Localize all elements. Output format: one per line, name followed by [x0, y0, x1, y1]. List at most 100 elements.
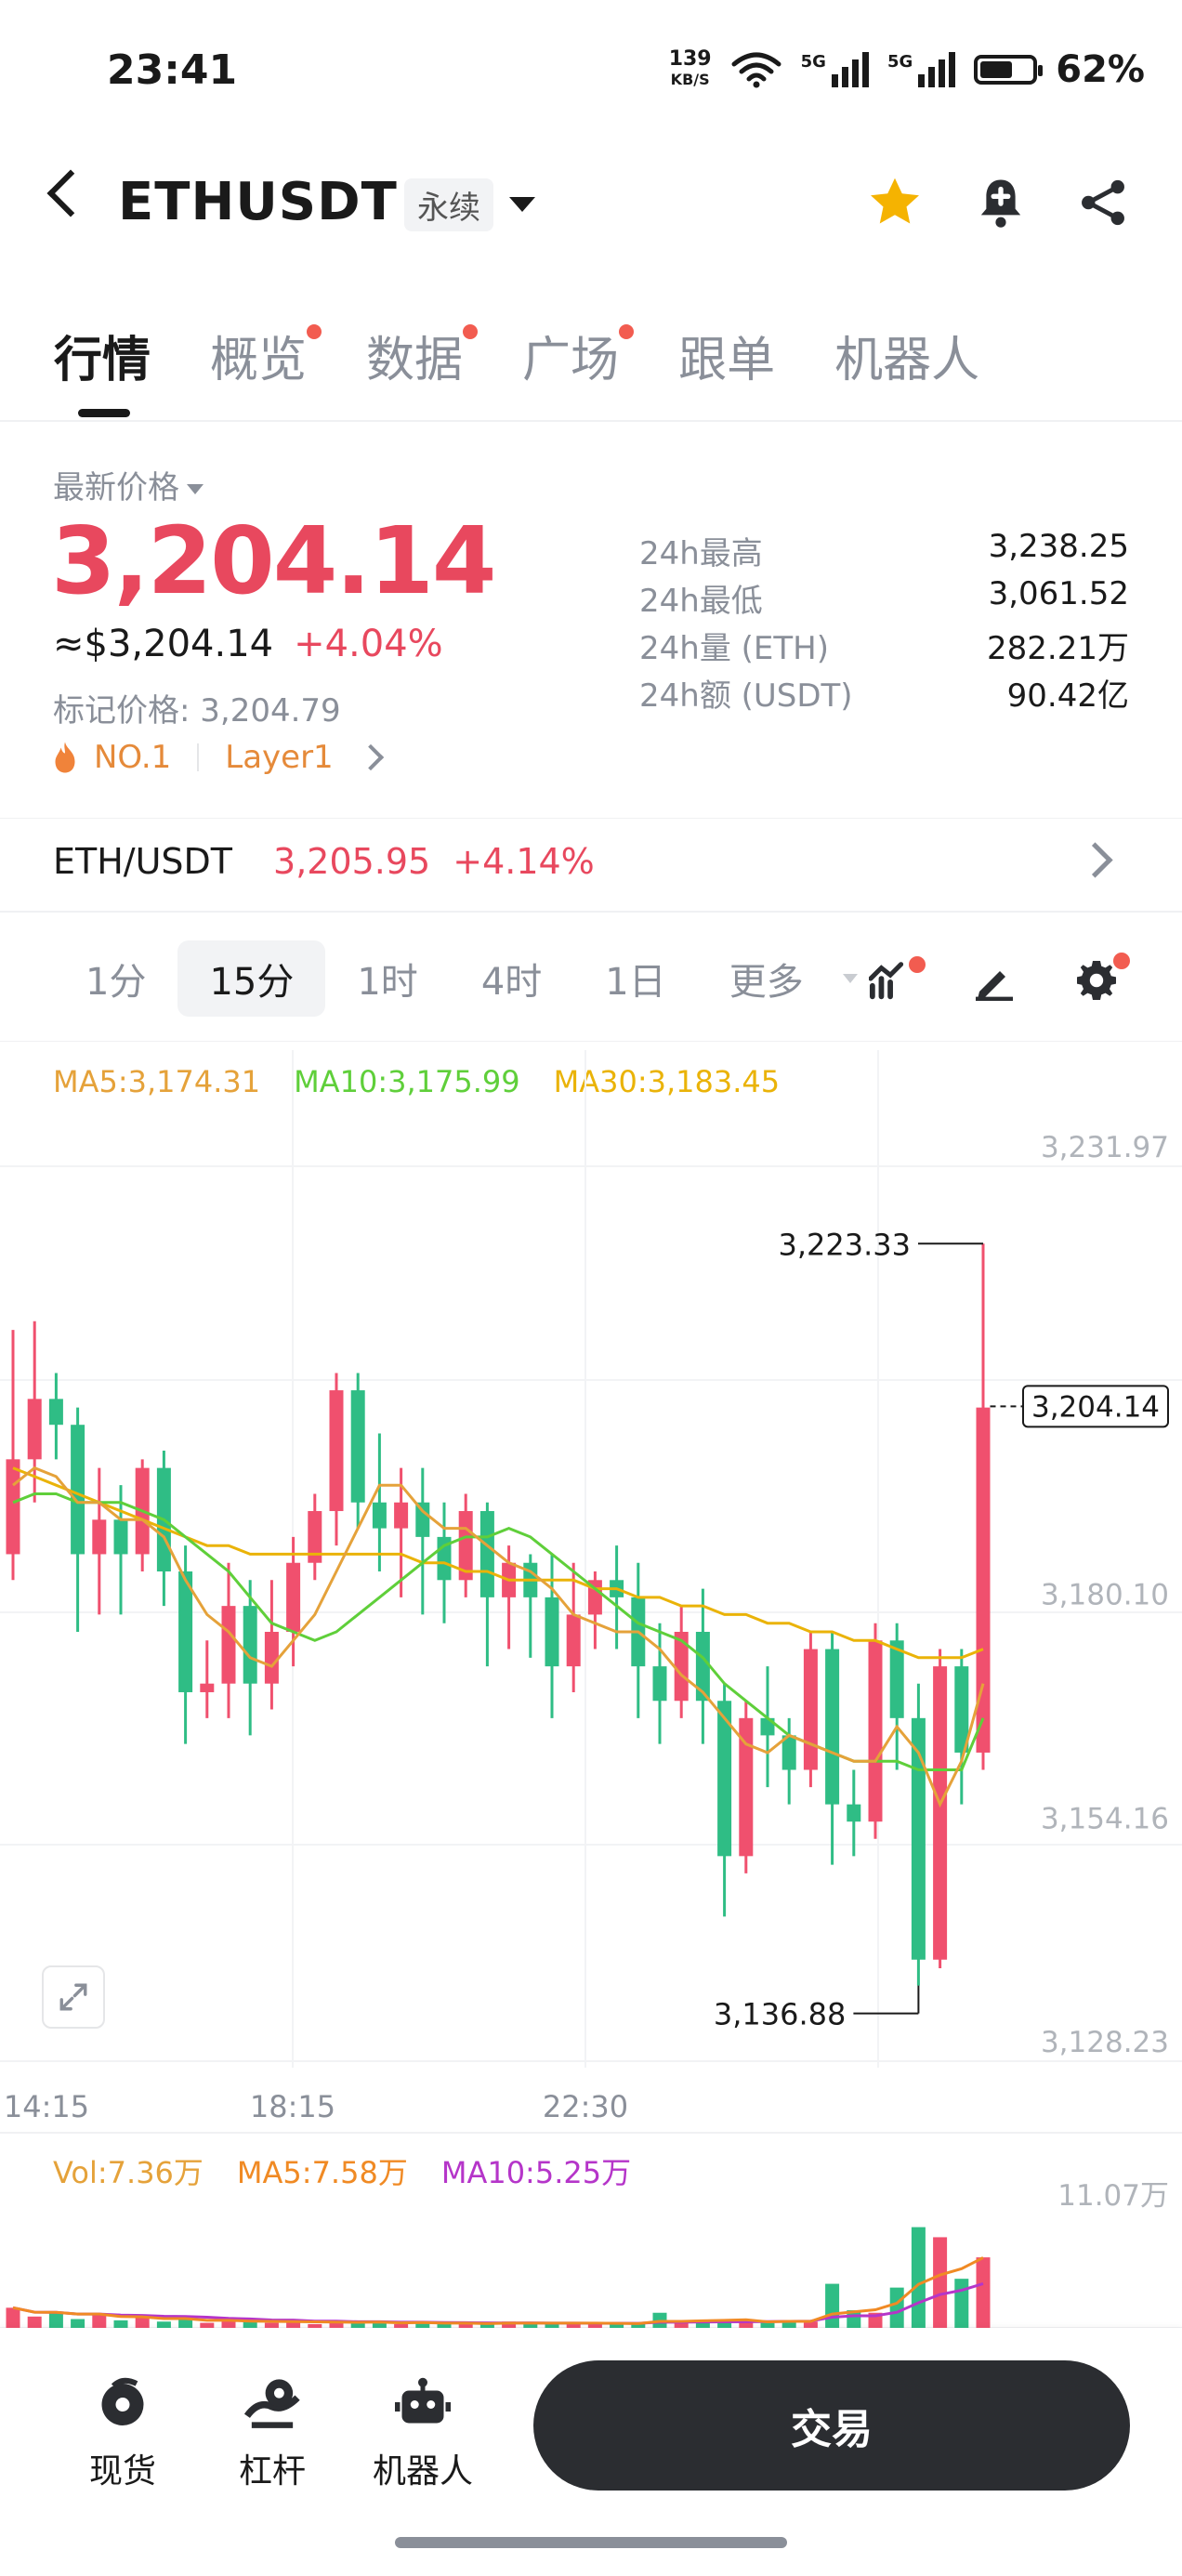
candle-body: [27, 1399, 42, 1460]
spot-coin-icon: [67, 2370, 178, 2435]
interval-3[interactable]: 4时: [480, 961, 543, 1004]
candle-body: [372, 1502, 387, 1529]
chevron-right-icon[interactable]: [1077, 842, 1113, 878]
candle-body: [221, 1606, 236, 1684]
candle-body: [976, 1407, 991, 1753]
interval-divider: [0, 1041, 1182, 1042]
price-divider: [0, 818, 1182, 819]
home-indicator[interactable]: [395, 2537, 787, 2548]
interval-2[interactable]: 1时: [357, 961, 418, 1004]
volume-bar: [523, 2322, 538, 2328]
volume-bar: [954, 2279, 969, 2328]
mark-price: 标记价格: 3,204.79: [53, 692, 341, 729]
vol-legend-2: MA10:5.25万: [440, 2155, 632, 2190]
expand-icon: [59, 1983, 87, 2011]
interval-5[interactable]: 更多: [729, 961, 804, 1004]
latest-price-label[interactable]: 最新价格: [53, 462, 204, 507]
share-icon[interactable]: [1073, 173, 1133, 232]
candle-body: [889, 1640, 904, 1718]
x-tick-label: 22:30: [543, 2089, 628, 2124]
battery-percent: 62%: [1056, 48, 1145, 91]
candle-body: [717, 1701, 732, 1857]
volume-bar: [221, 2320, 236, 2328]
tab-4[interactable]: 跟单: [678, 321, 775, 390]
volume-bar: [458, 2322, 473, 2328]
interval-4[interactable]: 1日: [605, 961, 666, 1004]
volume-bar: [803, 2321, 818, 2328]
nav-margin-label: 杠杆: [238, 2452, 306, 2491]
net-speed: 139 KB/S: [668, 47, 712, 89]
volume-bar: [566, 2322, 581, 2328]
volume-bar: [243, 2321, 257, 2328]
volume-bar: [329, 2321, 344, 2328]
price-alert-bell-icon[interactable]: [971, 173, 1031, 232]
stat-value: 282.21万: [987, 630, 1129, 667]
settings-gear-icon[interactable]: [1069, 953, 1130, 1008]
volume-bar: [911, 2227, 926, 2328]
volume-bar: [933, 2237, 948, 2328]
volume-bar: [264, 2322, 279, 2328]
vol-legend-1: MA5:7.58万: [236, 2155, 408, 2190]
candlestick-chart[interactable]: 3,231.97 3,180.10 3,154.16 3,128.23 14:15 18:…: [0, 1050, 1182, 2328]
stat-label: 24h最低: [639, 583, 763, 620]
tab-notification-dot: [619, 324, 635, 339]
tab-notification-dot: [307, 324, 322, 339]
volume-bar: [350, 2322, 365, 2328]
related-pair-row[interactable]: ETH/USDT 3,205.95 +4.14%: [53, 841, 595, 882]
candle-body: [113, 1519, 128, 1555]
pair-divider: [0, 911, 1182, 913]
candle-body: [545, 1597, 559, 1667]
draw-pen-icon[interactable]: [966, 953, 1022, 1008]
battery-icon: [974, 55, 1044, 85]
volume-bar: [976, 2257, 991, 2328]
nav-robot[interactable]: 机器人: [367, 2370, 479, 2492]
stat-label: 24h最高: [639, 535, 763, 572]
interval-1[interactable]: 15分: [177, 940, 326, 1017]
sector-label: Layer1: [225, 739, 334, 776]
volume-bar: [695, 2321, 710, 2328]
volume-bar: [825, 2283, 840, 2328]
interval-0[interactable]: 1分: [85, 961, 147, 1004]
candle-body: [308, 1511, 322, 1563]
tab-label: 广场: [522, 333, 620, 388]
current-price-label: 3,204.14: [1031, 1390, 1160, 1424]
volume-legend: Vol:7.36万 MA5:7.58万 MA10:5.25万: [53, 2149, 631, 2192]
signal-icon-2: 5G: [887, 52, 956, 87]
volume-bar: [308, 2323, 322, 2328]
volume-bar: [286, 2320, 301, 2328]
chevron-right-icon: [357, 743, 384, 771]
stat-value: 90.42亿: [1006, 677, 1129, 715]
tab-2[interactable]: 数据: [366, 321, 479, 390]
trade-button[interactable]: 交易: [533, 2360, 1130, 2491]
favorite-star-icon[interactable]: [865, 173, 925, 232]
symbol-dropdown-icon[interactable]: [509, 197, 535, 212]
candle-body: [71, 1425, 85, 1555]
nav-spot[interactable]: 现货: [67, 2370, 178, 2492]
ma-legend-0: MA5:3,174.31: [53, 1064, 261, 1099]
expand-chart-button[interactable]: [42, 1965, 105, 2029]
tab-1[interactable]: 概览: [210, 321, 322, 390]
indicator-icon[interactable]: [864, 953, 926, 1008]
rank-badges[interactable]: NO.1 Layer1: [51, 739, 384, 776]
nav-margin[interactable]: 杠杆: [217, 2370, 328, 2492]
candle-body: [739, 1717, 754, 1857]
contract-type-tag: 永续: [404, 178, 493, 231]
candle-body: [92, 1519, 107, 1555]
candle-body: [674, 1631, 689, 1702]
volume-bar: [135, 2318, 150, 2328]
status-time: 23:41: [107, 46, 238, 94]
volume-bar: [610, 2322, 624, 2328]
volume-bar: [415, 2322, 430, 2328]
tab-5[interactable]: 机器人: [834, 321, 979, 390]
main-tabs: 行情 概览 数据 广场 跟单 机器人: [54, 321, 1039, 390]
candle-body: [415, 1502, 430, 1537]
candle-body: [350, 1390, 365, 1503]
tabs-divider: [0, 420, 1182, 422]
tab-3[interactable]: 广场: [522, 321, 635, 390]
usd-price-row: ≈$3,204.14 +4.04%: [53, 623, 443, 665]
back-icon[interactable]: [46, 169, 95, 217]
volume-bar: [717, 2320, 732, 2328]
symbol-title[interactable]: ETHUSDT: [118, 172, 398, 232]
tab-label: 机器人: [834, 333, 980, 388]
tab-0[interactable]: 行情: [54, 321, 151, 390]
